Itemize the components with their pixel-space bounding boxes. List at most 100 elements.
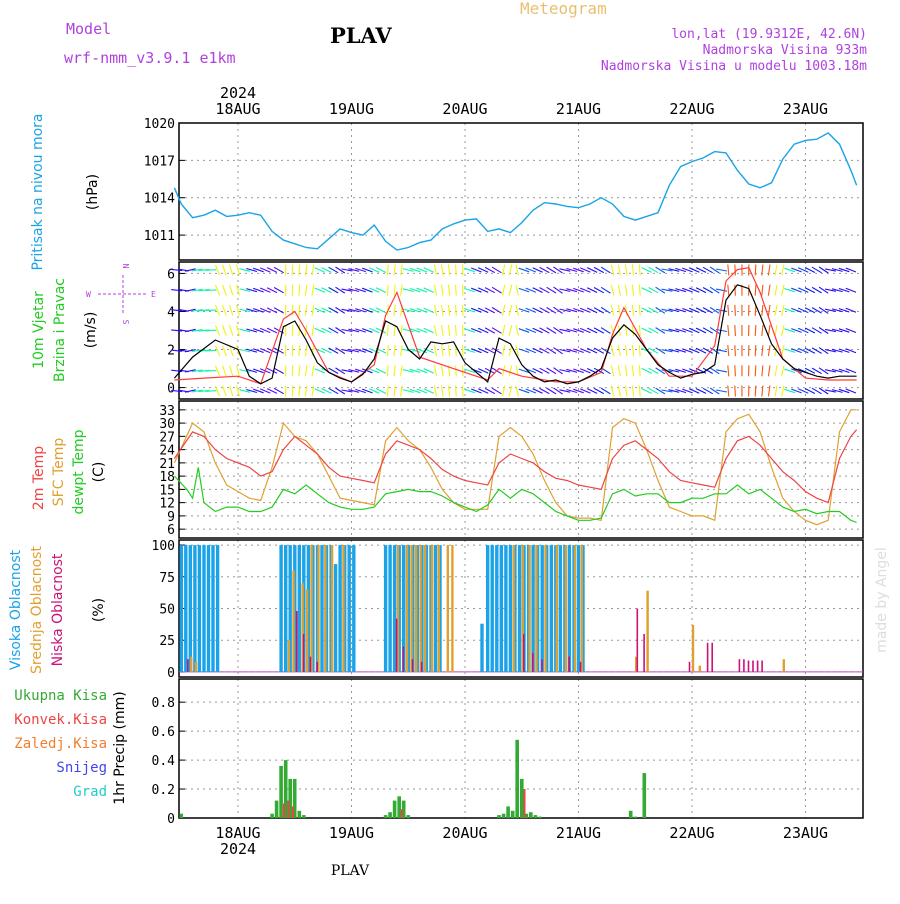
high-cloud-bar	[298, 545, 301, 672]
wind-arrow	[449, 325, 450, 336]
wind-arrow	[762, 285, 763, 296]
mid-cloud-bar	[410, 545, 412, 672]
model-elevation-text: Nadmorska Visina u modelu 1003.18m	[601, 59, 867, 74]
wind-ytick-label: 2	[167, 344, 175, 359]
temperature-ytick-label: 12	[159, 497, 175, 512]
wind-arrow	[639, 386, 640, 397]
date-tick-top: 20AUG	[442, 100, 487, 118]
mid-cloud-bar	[415, 545, 417, 672]
mid-cloud-bar	[574, 545, 576, 672]
footer-station: PLAV	[331, 863, 370, 879]
wind-arrow	[223, 346, 227, 356]
wind-arrow	[728, 345, 729, 356]
low-cloud-bar	[580, 662, 582, 672]
wind-arrow	[632, 285, 633, 296]
date-tick-bottom: 21AUG	[556, 824, 601, 842]
wind-arrow	[755, 386, 756, 397]
legend-freezing: Zaledj.Kisa	[14, 736, 107, 752]
wind-arrow	[435, 345, 437, 356]
wind-arrow	[755, 285, 756, 296]
sfc-temp-line	[174, 410, 856, 525]
wind-arrow	[509, 366, 512, 377]
wind-arrow	[735, 325, 736, 336]
wind-arrow	[435, 365, 437, 376]
wind-arrow	[237, 305, 240, 316]
wind-arrow	[632, 265, 633, 276]
temperature-ytick-label: 21	[159, 457, 175, 472]
wind-arrow	[305, 285, 306, 296]
date-tick-bottom: 19AUG	[329, 824, 374, 842]
high-cloud-bar	[338, 545, 341, 672]
high-cloud-bar	[193, 545, 196, 672]
wind-arrow	[292, 345, 293, 356]
precip-total-bar	[302, 815, 306, 818]
wind-arrow	[782, 345, 784, 356]
wind-arrow	[205, 371, 216, 372]
wind-arrow	[394, 305, 395, 316]
temperature-ytick-label: 9	[167, 510, 175, 525]
wind-arrow	[735, 285, 736, 296]
temperature-ytick-label: 6	[167, 523, 175, 538]
wind-arrow	[394, 386, 395, 397]
mid-cloud-bar	[447, 545, 449, 672]
mid-cloud-bar	[451, 545, 453, 672]
wind-arrow	[755, 365, 756, 376]
mid-cloud-bar	[288, 640, 290, 672]
wind-arrow	[388, 265, 389, 276]
wind-arrow	[205, 330, 216, 331]
wind-arrow	[312, 305, 314, 316]
precip-total-bar	[384, 815, 388, 818]
high-cloud-bar	[491, 545, 494, 672]
mid-cloud-bar	[292, 570, 294, 672]
pressure-unit: (hPa)	[85, 174, 101, 210]
legend-total: Ukupna Kisa	[14, 688, 107, 704]
wind-arrow	[435, 325, 437, 336]
wind-arrow	[449, 265, 450, 276]
precip-ytick-label: 0.2	[152, 783, 175, 798]
wind-arrow	[775, 325, 777, 336]
mid-cloud-bar	[324, 545, 326, 672]
low-cloud-bar	[637, 609, 639, 672]
high-cloud-bar	[559, 545, 562, 672]
temp-ylabel-3: dewpt Temp	[71, 429, 87, 514]
wind-arrow	[401, 365, 403, 376]
low-cloud-bar	[689, 662, 691, 672]
wind-frame	[179, 262, 863, 399]
date-tick-bottom: 23AUG	[783, 824, 828, 842]
precip-total-bar	[629, 811, 633, 818]
precip-total-bar	[298, 811, 302, 818]
mid-cloud-bar	[342, 545, 344, 672]
wind-arrow	[388, 345, 389, 356]
high-cloud-bar	[504, 545, 507, 672]
wind-arrow	[205, 310, 216, 311]
low-cloud-bar	[396, 619, 398, 672]
precip-total-bar	[534, 815, 538, 818]
high-cloud-bar	[189, 545, 192, 672]
wind-arrow	[611, 345, 614, 356]
wind-arrow	[632, 345, 633, 356]
precip-convective-bar	[292, 806, 294, 818]
wind-arrow	[230, 305, 233, 316]
low-cloud-bar	[316, 662, 318, 672]
wind-arrow	[618, 386, 620, 397]
precip-ylabel: 1hr Precip (mm)	[112, 691, 128, 804]
wind-arrow	[768, 325, 770, 336]
wind-arrow	[442, 325, 444, 336]
wind-arrow	[716, 370, 727, 372]
precip-legend: Ukupna Kisa Konvek.Kisa Zaledj.Kisa Snij…	[14, 688, 107, 800]
high-cloud-bar	[202, 545, 205, 672]
temperature-ytick-label: 18	[159, 470, 175, 485]
wind-arrow	[632, 305, 633, 316]
low-cloud-bar	[748, 661, 750, 672]
wind-arrow	[611, 305, 614, 316]
wind-arrow	[735, 305, 736, 316]
wind-arrow	[456, 305, 457, 316]
wind-arrow	[388, 365, 389, 376]
pressure-ytick-label: 1017	[144, 154, 175, 169]
date-tick-top: 23AUG	[783, 100, 828, 118]
wind-arrow	[728, 285, 729, 296]
precip-total-bar	[393, 801, 397, 818]
wind-arrow	[509, 345, 512, 356]
